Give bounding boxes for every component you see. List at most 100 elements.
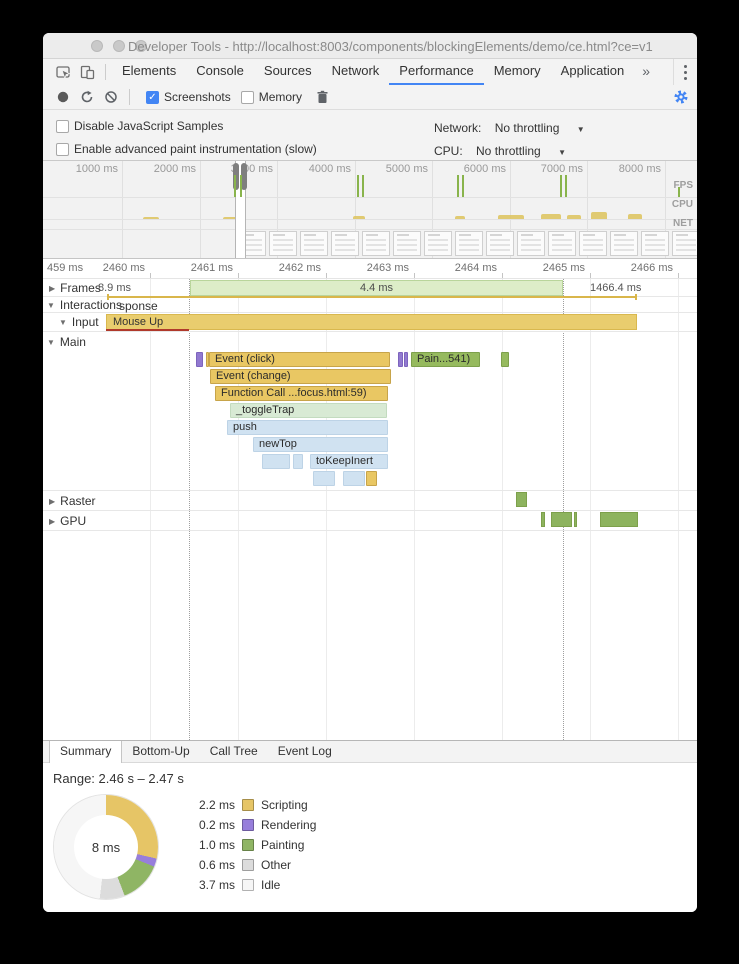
tab-memory[interactable]: Memory (493, 63, 541, 78)
gpu-activity-bar[interactable] (600, 512, 638, 527)
filmstrip-screenshot-thumbnail[interactable] (548, 231, 576, 256)
flame-bar-small[interactable] (366, 471, 377, 486)
traffic-light-close-icon[interactable] (91, 40, 103, 52)
detail-tab-bottom-up[interactable]: Bottom-Up (132, 744, 190, 758)
filmstrip-screenshot-thumbnail[interactable] (579, 231, 607, 256)
tab-network[interactable]: Network (331, 63, 380, 78)
flame-bar[interactable]: Function Call ...focus.html:59) (215, 386, 388, 401)
device-toolbar-icon[interactable] (75, 61, 99, 83)
thumbnail-content-line (242, 234, 254, 236)
gpu-activity-bar[interactable] (541, 512, 545, 527)
raster-activity-bar[interactable] (516, 492, 527, 507)
track-label-input[interactable]: ▼ Input (59, 315, 99, 329)
tab-sources[interactable]: Sources (263, 63, 312, 78)
filmstrip-screenshot-thumbnail[interactable] (455, 231, 483, 256)
filmstrip-screenshot-thumbnail[interactable] (610, 231, 638, 256)
legend-row-scripting: 2.2 ms Scripting (193, 795, 316, 815)
flame-bar[interactable]: Pain...541) (411, 352, 480, 367)
overview-selection-handle[interactable] (241, 163, 247, 190)
overview-selection-handle[interactable] (233, 163, 239, 190)
reload-icon[interactable] (75, 86, 99, 108)
filmstrip-screenshot-thumbnail[interactable] (424, 231, 452, 256)
tab-performance[interactable]: Performance (389, 59, 484, 85)
flame-bar-small[interactable] (206, 352, 209, 367)
flame-bar[interactable]: Event (change) (210, 369, 391, 384)
flame-bar-small[interactable] (262, 454, 290, 469)
memory-checkbox[interactable]: Memory (240, 90, 302, 104)
paint-instrumentation-checkbox[interactable]: Enable advanced paint instrumentation (s… (56, 142, 317, 156)
settings-gear-button[interactable] (673, 89, 689, 105)
selection-boundary-dotted-line (189, 279, 190, 740)
frame-duration-bar[interactable]: 4.4 ms (190, 280, 563, 296)
interaction-response-bar[interactable] (107, 294, 637, 300)
cpu-throttling-select[interactable]: CPU: No throttling ▼ (434, 144, 566, 158)
trash-icon[interactable] (310, 86, 334, 108)
timeline-gridline (414, 279, 415, 740)
ruler-tick (502, 273, 503, 278)
track-divider (43, 312, 697, 313)
filmstrip-screenshot-thumbnail[interactable] (269, 231, 297, 256)
legend-value: 2.2 ms (198, 798, 235, 812)
legend-value: 3.7 ms (198, 878, 235, 892)
filmstrip-screenshot-thumbnail[interactable] (517, 231, 545, 256)
flame-chart[interactable]: ▶ Frames 8.9 ms 4.4 ms 1466.4 ms ▼ Interaction… (43, 279, 697, 740)
filmstrip-screenshot-thumbnail[interactable] (362, 231, 390, 256)
thumbnail-content-line (428, 244, 448, 246)
filmstrip-screenshot-thumbnail[interactable] (672, 231, 697, 256)
ruler-time-label: 2460 ms (102, 262, 145, 274)
track-label-main[interactable]: ▼ Main (47, 335, 86, 349)
inspect-icon[interactable] (51, 61, 75, 83)
flame-bar-small[interactable] (196, 352, 203, 367)
filmstrip-screenshot-thumbnail[interactable] (641, 231, 669, 256)
flame-bar-small[interactable] (293, 454, 303, 469)
flame-bar[interactable]: Event (click) (209, 352, 390, 367)
input-event-bar-mouse-up[interactable]: Mouse Up (106, 314, 637, 331)
record-icon[interactable] (51, 86, 75, 108)
flame-bar-small[interactable] (404, 352, 408, 367)
thumbnail-content-line (521, 234, 533, 236)
gpu-activity-bar[interactable] (551, 512, 572, 527)
track-label-frames[interactable]: ▶ Frames (49, 281, 101, 295)
flame-bar[interactable]: push (227, 420, 388, 435)
flame-bar[interactable]: toKeepInert (310, 454, 388, 469)
overview-time-label: 1000 ms (75, 163, 118, 175)
network-value: No throttling (494, 121, 560, 135)
ruler-tick (326, 273, 327, 278)
detail-tab-bar: Summary Bottom-Up Call Tree Event Log (43, 740, 697, 763)
detail-tab-summary[interactable]: Summary (49, 741, 123, 763)
flame-bar[interactable]: newTop (253, 437, 388, 452)
triangle-down-icon: ▼ (47, 300, 55, 310)
more-tabs-button[interactable]: » (642, 63, 651, 79)
legend-label: Idle (261, 878, 281, 892)
screenshots-checkbox[interactable]: ✓ Screenshots (146, 90, 231, 104)
traffic-light-minimize-icon[interactable] (113, 40, 125, 52)
thumbnail-content-line (676, 249, 696, 251)
tab-console[interactable]: Console (196, 63, 244, 78)
flame-bar[interactable]: _toggleTrap (230, 403, 387, 418)
detail-tab-call-tree[interactable]: Call Tree (209, 744, 258, 758)
filmstrip-screenshot-thumbnail[interactable] (300, 231, 328, 256)
filmstrip-screenshot-thumbnail[interactable] (331, 231, 359, 256)
tab-elements[interactable]: Elements (122, 63, 177, 78)
thumbnail-content-line (645, 239, 665, 241)
block-icon[interactable] (99, 86, 123, 108)
flame-bar-small[interactable] (398, 352, 403, 367)
disable-js-samples-checkbox[interactable]: Disable JavaScript Samples (56, 119, 223, 133)
flame-bar-small[interactable] (343, 471, 365, 486)
kebab-menu-icon[interactable] (673, 59, 697, 85)
gpu-activity-bar[interactable] (574, 512, 577, 527)
track-label-interactions[interactable]: ▼ Interactions (47, 298, 122, 312)
flame-bar-small[interactable] (501, 352, 509, 367)
network-throttling-select[interactable]: Network: No throttling ▼ (434, 121, 585, 135)
traffic-light-zoom-icon[interactable] (135, 40, 147, 52)
detail-tab-event-log[interactable]: Event Log (277, 744, 332, 758)
overview-selection-window[interactable] (235, 161, 246, 258)
legend-label: Rendering (261, 818, 317, 832)
timeline-overview[interactable]: 1000 ms 2000 ms 3000 ms 4000 ms 5000 ms 6000 … (43, 161, 697, 259)
track-label-raster[interactable]: ▶ Raster (49, 494, 96, 508)
tab-application[interactable]: Application (560, 63, 625, 78)
filmstrip-screenshot-thumbnail[interactable] (393, 231, 421, 256)
track-label-gpu[interactable]: ▶ GPU (49, 514, 86, 528)
flame-bar-small[interactable] (313, 471, 335, 486)
filmstrip-screenshot-thumbnail[interactable] (486, 231, 514, 256)
